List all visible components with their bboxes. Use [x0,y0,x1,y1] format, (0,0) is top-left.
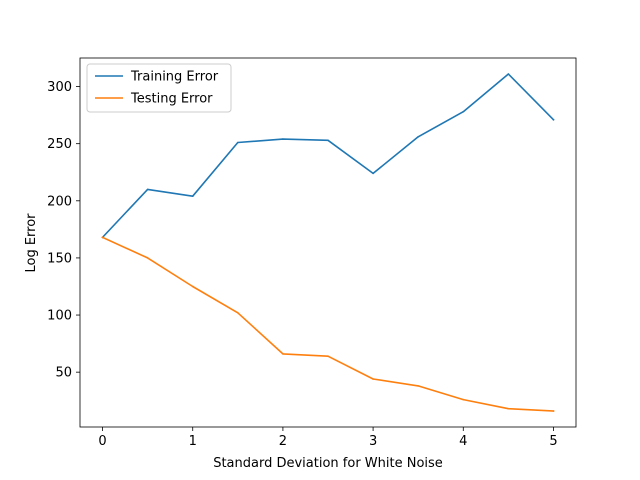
data-point [237,311,239,314]
y-tick-label: 50 [55,366,72,381]
data-point [462,110,465,113]
data-point [191,285,194,288]
series-line-testing-error [101,236,555,412]
data-point [462,398,465,401]
legend-label: Testing Error [130,92,213,107]
legend-label: Training Error [130,70,219,85]
data-point [327,139,329,142]
data-point [101,236,104,239]
data-point [417,385,419,387]
x-axis-label: Standard Deviation for White Noise [213,456,443,471]
data-point [327,355,329,357]
data-point [237,141,239,144]
data-point [417,136,419,138]
plot-frame [79,57,577,428]
x-tick-label: 3 [369,434,377,449]
x-tick-label: 1 [189,434,197,449]
y-tick-label: 100 [47,309,72,324]
data-point [372,378,374,380]
y-tick-label: 150 [47,251,72,266]
data-point [282,353,284,355]
data-point [507,73,510,75]
data-point [146,257,149,259]
x-tick-label: 0 [98,434,106,449]
data-point [146,188,149,191]
y-tick-label: 250 [47,137,72,152]
data-point [552,410,555,412]
x-tick-label: 2 [279,434,287,449]
legend: Training Error Testing Error [86,63,232,113]
series-lines [101,73,555,412]
data-point [282,138,284,140]
data-point [552,118,555,121]
data-point [507,407,510,410]
data-point [191,195,194,198]
data-point [372,172,374,175]
x-tick-label: 4 [459,434,467,449]
plot-area [79,57,577,428]
y-axis-label: Log Error [24,213,39,273]
x-axis-ticks: 0 1 2 3 4 5 [98,427,558,449]
x-tick-label: 5 [549,434,557,449]
y-tick-label: 200 [47,194,72,209]
y-tick-label: 300 [47,80,72,95]
y-axis-ticks: 50 100 150 200 250 300 [47,80,80,381]
